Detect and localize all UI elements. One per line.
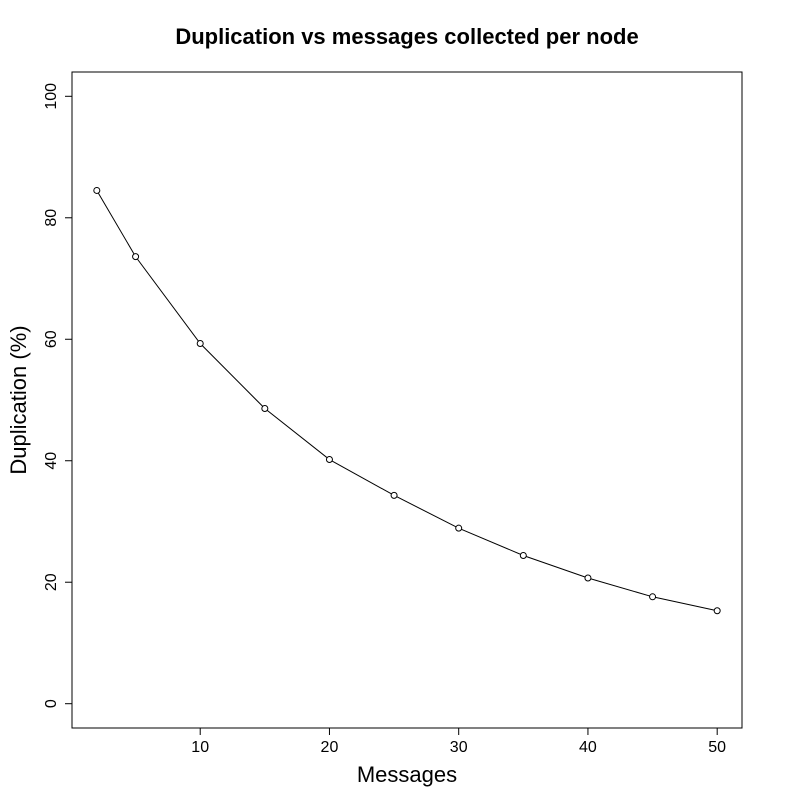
point <box>390 491 398 499</box>
chart-title: Duplication vs messages collected per no… <box>175 24 638 49</box>
point <box>196 340 204 348</box>
point <box>649 593 657 601</box>
point <box>519 551 527 559</box>
point <box>325 456 333 464</box>
point <box>132 253 140 261</box>
point <box>93 186 101 194</box>
x-axis-label: Messages <box>357 762 457 787</box>
x-tick-label: 40 <box>579 739 597 756</box>
x-tick-label: 10 <box>191 739 209 756</box>
y-tick-label: 20 <box>43 573 60 591</box>
x-tick-label: 30 <box>450 739 468 756</box>
y-tick-label: 80 <box>43 209 60 227</box>
y-axis-label: Duplication (%) <box>6 325 31 474</box>
y-tick-label: 0 <box>43 699 60 708</box>
point <box>455 524 463 532</box>
y-tick-label: 60 <box>43 330 60 348</box>
y-tick-label: 100 <box>43 83 60 110</box>
plot-frame <box>71 71 743 729</box>
point <box>584 574 592 582</box>
x-tick-label: 50 <box>708 739 726 756</box>
point <box>713 607 721 615</box>
point <box>261 405 269 413</box>
y-tick-label: 40 <box>43 452 60 470</box>
x-tick-label: 20 <box>321 739 339 756</box>
